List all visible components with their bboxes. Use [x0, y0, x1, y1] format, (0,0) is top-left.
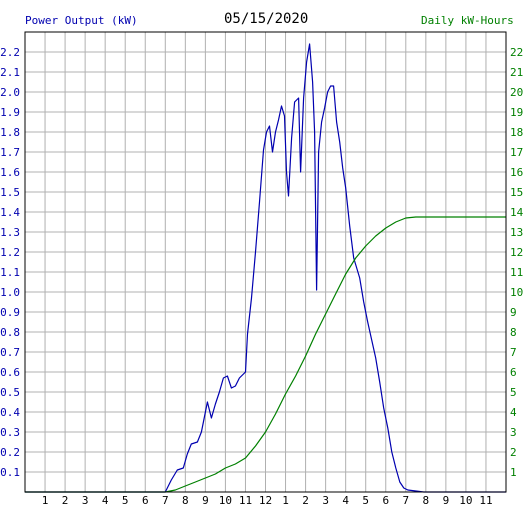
- y-right-tick-label: 8: [510, 326, 517, 339]
- y-left-axis-ticks: 0.1 0.2 0.3 0.4 0.5 0.6 0.7 0.8 0.9 1.0 1.1 1.2 1.3 1…: [0, 46, 20, 479]
- x-tick-label: 1: [282, 494, 289, 507]
- y-left-tick-label: 0.3: [0, 426, 20, 439]
- y-right-tick-label: 1: [510, 466, 517, 479]
- x-axis-ticks: 1 2 3 4 5 6 7 8 9 10 11 12 1 2 3 4 5 6 7 8 9 10 11: [42, 494, 493, 507]
- power-output-line: [25, 43, 506, 493]
- y-left-tick-label: 0.6: [0, 366, 20, 379]
- y-right-tick-label: 7: [510, 346, 517, 359]
- y-right-tick-label: 13: [510, 226, 523, 239]
- y-left-tick-label: 1.4: [0, 206, 20, 219]
- y-left-tick-label: 0.1: [0, 466, 20, 479]
- y-left-tick-label: 1.7: [0, 146, 20, 159]
- series-layer: [25, 43, 506, 493]
- y-right-tick-label: 21: [510, 66, 523, 79]
- x-tick-label: 7: [162, 494, 169, 507]
- x-tick-label: 2: [62, 494, 69, 507]
- y-right-tick-label: 2: [510, 446, 517, 459]
- daily-kwh-line: [25, 216, 506, 493]
- x-tick-label: 3: [322, 494, 329, 507]
- x-tick-label: 11: [239, 494, 252, 507]
- x-tick-label: 8: [182, 494, 189, 507]
- y-left-tick-label: 2.1: [0, 66, 20, 79]
- y-left-tick-label: 0.2: [0, 446, 20, 459]
- y-left-tick-label: 0.9: [0, 306, 20, 319]
- y-right-tick-label: 5: [510, 386, 517, 399]
- x-tick-label: 1: [42, 494, 49, 507]
- x-tick-label: 4: [342, 494, 349, 507]
- y-right-tick-label: 9: [510, 306, 517, 319]
- y-right-tick-label: 17: [510, 146, 523, 159]
- chart-date-title: 05/15/2020: [224, 11, 309, 27]
- y-right-tick-label: 14: [510, 206, 524, 219]
- y-left-tick-label: 0.8: [0, 326, 20, 339]
- y-right-tick-label: 6: [510, 366, 517, 379]
- x-tick-label: 8: [423, 494, 430, 507]
- x-tick-label: 12: [259, 494, 272, 507]
- y-left-tick-label: 1.3: [0, 226, 20, 239]
- x-tick-label: 6: [382, 494, 389, 507]
- y-left-tick-label: 1.0: [0, 286, 20, 299]
- x-tick-label: 9: [443, 494, 450, 507]
- x-tick-label: 5: [362, 494, 369, 507]
- y-right-tick-label: 16: [510, 166, 523, 179]
- x-tick-label: 10: [219, 494, 232, 507]
- y-left-tick-label: 0.7: [0, 346, 20, 359]
- x-tick-label: 7: [402, 494, 409, 507]
- y-left-tick-label: 2.2: [0, 46, 20, 59]
- y-left-tick-label: 0.4: [0, 406, 20, 419]
- x-tick-label: 9: [202, 494, 209, 507]
- y-right-tick-label: 20: [510, 86, 523, 99]
- y-left-tick-label: 1.8: [0, 126, 20, 139]
- y-right-tick-label: 15: [510, 186, 523, 199]
- x-tick-label: 11: [479, 494, 492, 507]
- y-right-tick-label: 11: [510, 266, 523, 279]
- y-right-tick-label: 22: [510, 46, 523, 59]
- y-left-tick-label: 1.2: [0, 246, 20, 259]
- y-right-tick-label: 12: [510, 246, 523, 259]
- x-tick-label: 3: [82, 494, 89, 507]
- power-axis-title: Power Output (kW): [25, 14, 138, 27]
- x-tick-label: 5: [122, 494, 129, 507]
- y-left-tick-label: 1.9: [0, 106, 20, 119]
- y-left-tick-label: 1.5: [0, 186, 20, 199]
- plot-frame: [24, 31, 507, 493]
- grid-lines: [25, 32, 506, 492]
- y-right-tick-label: 3: [510, 426, 517, 439]
- x-tick-label: 10: [459, 494, 472, 507]
- y-left-tick-label: 0.5: [0, 386, 20, 399]
- y-left-tick-label: 1.1: [0, 266, 20, 279]
- x-tick-label: 2: [302, 494, 309, 507]
- y-right-tick-label: 18: [510, 126, 523, 139]
- x-tick-label: 6: [142, 494, 149, 507]
- x-tick-label: 4: [102, 494, 109, 507]
- energy-axis-title: Daily kW-Hours: [421, 14, 514, 27]
- y-left-tick-label: 2.0: [0, 86, 20, 99]
- y-right-tick-label: 10: [510, 286, 523, 299]
- y-left-tick-label: 1.6: [0, 166, 20, 179]
- y-right-tick-label: 4: [510, 406, 517, 419]
- y-right-tick-label: 19: [510, 106, 523, 119]
